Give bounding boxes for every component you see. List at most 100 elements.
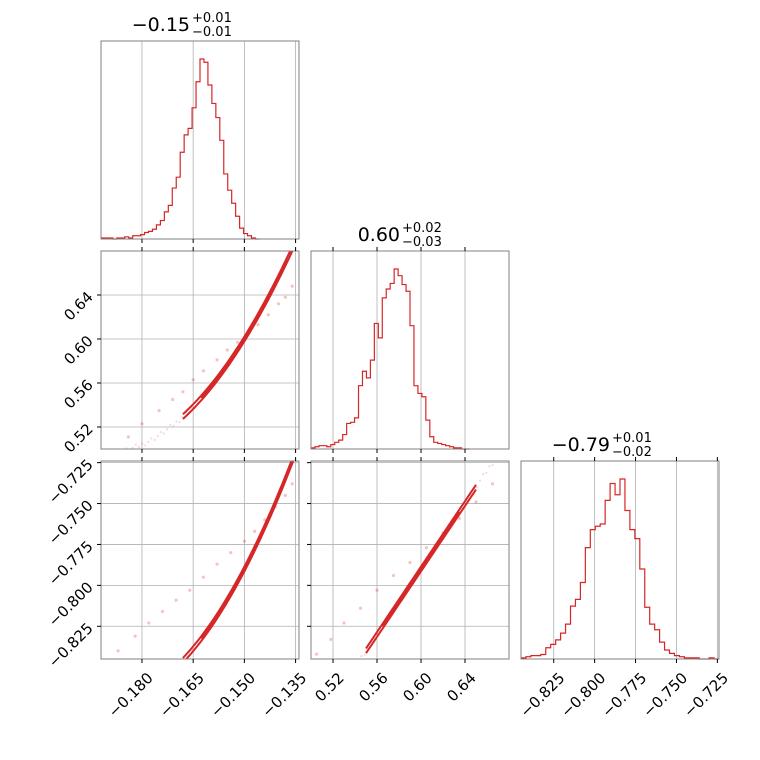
sample-point-faint — [144, 444, 147, 447]
histogram-step-p1 — [311, 268, 470, 450]
axes-frame — [100, 40, 300, 240]
histogram-panel-p0 — [100, 40, 300, 243]
title-value: 0.60 — [358, 224, 400, 246]
contour-outer-lower — [365, 489, 477, 654]
sample-point — [490, 482, 495, 486]
sample-point — [256, 323, 260, 327]
x-tick-label-p1: 0.60 — [399, 669, 435, 705]
sample-point — [358, 606, 363, 610]
contour-outer-upper — [365, 484, 477, 649]
sample-point-faint — [482, 473, 485, 476]
sample-point — [474, 500, 478, 504]
sample-point-faint — [160, 677, 162, 679]
sample-point-faint — [357, 662, 359, 664]
axes-frame — [310, 250, 510, 450]
sample-point-faint — [320, 719, 322, 721]
panel-title-1: 0.60 +0.02−0.03 — [358, 221, 442, 250]
sample-point-faint — [339, 690, 341, 692]
y-tick-label-p2: −0.725 — [45, 456, 97, 508]
sample-point-faint — [360, 655, 363, 658]
x-tick-label-p2: −0.750 — [639, 669, 691, 721]
panel-content — [314, 463, 495, 721]
x-tick-label-p1: 0.64 — [443, 669, 479, 705]
sample-point-faint — [178, 420, 181, 424]
x-tick-label-p0: −0.150 — [207, 669, 259, 721]
y-tick-label-p2: −0.775 — [45, 537, 97, 589]
sample-point — [201, 575, 206, 579]
sample-point-faint — [159, 431, 162, 434]
sample-point-faint — [332, 698, 334, 700]
sample-point — [276, 302, 281, 306]
sample-point-faint — [122, 450, 124, 452]
sample-point-faint — [182, 660, 184, 662]
x-tick-label-p0: −0.135 — [258, 669, 310, 721]
sample-point — [157, 408, 161, 413]
sample-point-faint — [491, 463, 494, 467]
sample-point-faint — [110, 454, 112, 456]
sample-point-faint — [141, 442, 144, 445]
sample-point — [266, 313, 270, 317]
sample-point — [140, 422, 144, 426]
y-tick-label-p1: 0.56 — [60, 376, 96, 412]
x-tick-label-p1: 0.52 — [311, 669, 347, 705]
y-tick-label-p1: 0.52 — [60, 420, 96, 456]
sample-point-faint — [150, 437, 153, 440]
sample-point-faint — [351, 669, 353, 671]
y-tick-label-p2: −0.825 — [45, 619, 97, 671]
sample-point-faint — [153, 438, 156, 442]
axes-frame — [310, 460, 510, 660]
title-minus: −0.03 — [402, 235, 442, 250]
panels-layer — [97, 40, 720, 721]
sample-point-faint — [172, 670, 174, 672]
sample-point — [290, 482, 294, 486]
sample-point — [171, 397, 175, 402]
tick-labels-layer: −0.180 −0.165 −0.150 −0.135 0.52 0.56 0.60 0.64… — [45, 288, 732, 721]
x-tick-label-p2: −0.800 — [557, 669, 609, 721]
axes-frame — [100, 250, 300, 450]
panel-content — [116, 453, 296, 680]
scatter-panel-p1-p2 — [307, 457, 510, 721]
sample-point — [391, 573, 396, 578]
y-tick-label-p2: −0.800 — [45, 578, 97, 630]
sample-point-faint — [131, 446, 134, 449]
sample-point — [314, 652, 319, 656]
x-tick-label-p1: 0.56 — [355, 669, 391, 705]
sample-point — [283, 493, 287, 497]
title-value: −0.79 — [552, 434, 610, 456]
sample-point-faint — [134, 443, 137, 446]
sample-point-faint — [488, 465, 491, 468]
y-tick-label-p2: −0.750 — [45, 496, 97, 548]
sample-point-faint — [294, 453, 296, 455]
sample-point — [215, 562, 219, 566]
panel-title-2: −0.79 +0.01−0.02 — [552, 431, 652, 460]
x-tick-label-p2: −0.825 — [516, 669, 568, 721]
titles-layer: −0.15 +0.01−0.010.60 +0.02−0.03−0.79 +0.01−… — [132, 11, 652, 460]
contour-inner — [381, 511, 461, 627]
sample-point-faint — [326, 706, 328, 708]
title-minus: −0.02 — [612, 445, 652, 460]
sample-point-faint — [163, 678, 165, 680]
sample-point-faint — [485, 471, 488, 474]
axes-frame — [100, 460, 300, 660]
sample-point — [408, 560, 412, 565]
sample-point-faint — [175, 665, 177, 667]
sample-point — [116, 649, 120, 653]
sample-point-faint — [113, 452, 115, 454]
sample-point-faint — [147, 440, 150, 444]
sample-point-faint — [363, 653, 366, 656]
sample-point-faint — [175, 420, 178, 423]
sample-point-faint — [166, 674, 168, 676]
sample-point-faint — [162, 432, 166, 435]
sample-point-faint — [323, 713, 325, 715]
sample-point — [235, 340, 240, 344]
sample-point — [457, 516, 462, 520]
title-plus: +0.01 — [612, 431, 652, 446]
sample-point — [215, 358, 219, 362]
panel-title-0: −0.15 +0.01−0.01 — [132, 11, 232, 40]
histogram-step-p2 — [521, 478, 719, 660]
sample-point — [188, 588, 192, 592]
scatter-panel-p0-p1 — [97, 247, 300, 456]
sample-point — [375, 588, 379, 592]
title-plus: +0.02 — [402, 221, 442, 236]
